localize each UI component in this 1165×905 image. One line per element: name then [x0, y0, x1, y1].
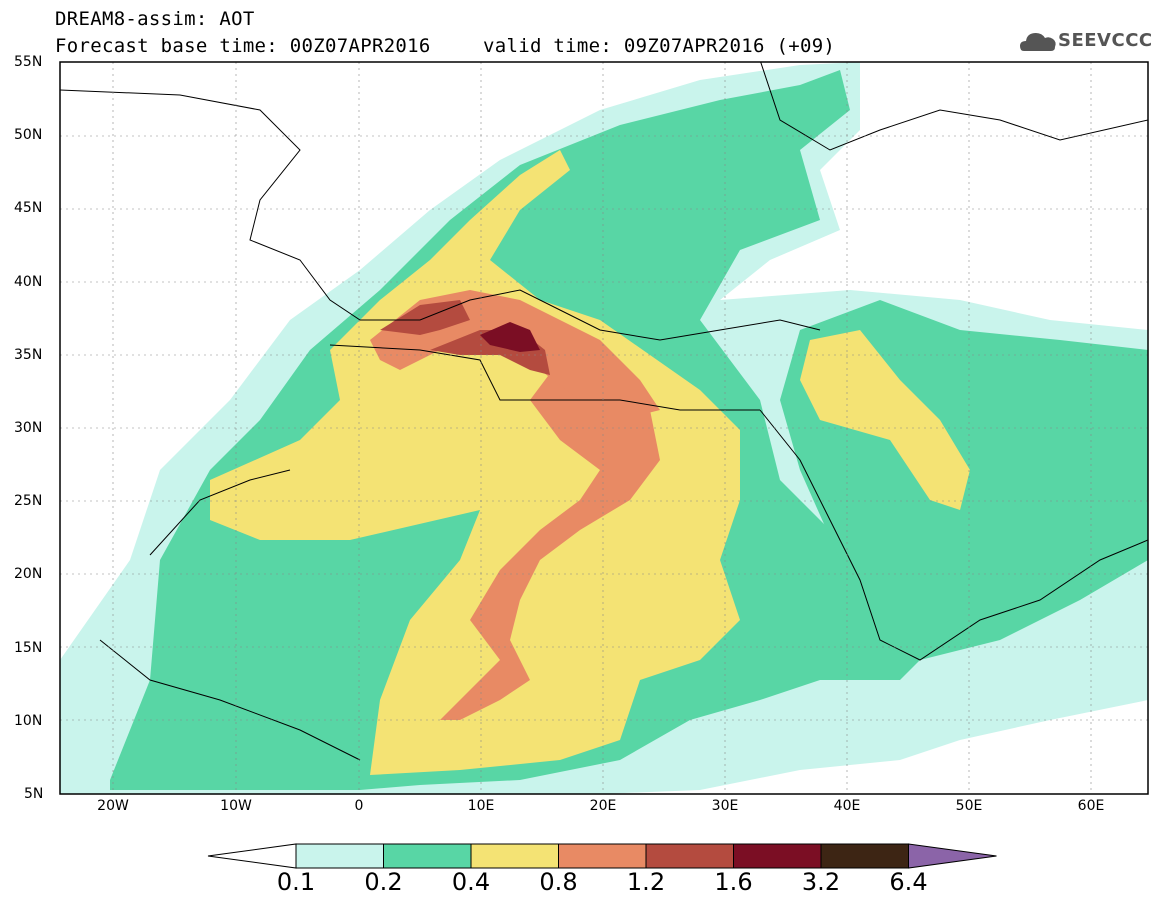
colorbar-label: 6.4: [889, 868, 928, 896]
colorbar: [207, 843, 997, 869]
lon-tick-label: 10E: [467, 798, 495, 814]
lat-tick-label: 10N: [14, 712, 43, 729]
colorbar-label: 1.2: [626, 868, 666, 896]
lon-tick-label: 20E: [589, 798, 617, 814]
lat-tick-label: 45N: [14, 200, 43, 217]
aot-0.8-region: [440, 360, 660, 720]
aot-0.4-region: [210, 150, 740, 775]
plot-title: DREAM8-assim: AOT: [55, 8, 255, 30]
lon-tick-label: 10W: [220, 798, 252, 814]
colorbar-segment: [470, 843, 559, 869]
colorbar-under-triangle: [207, 843, 297, 869]
colorbar-label: 3.2: [801, 868, 841, 896]
colorbar-label: 0.4: [451, 868, 491, 896]
colorbar-label: 1.6: [714, 868, 753, 896]
lon-tick-label: 20W: [97, 798, 129, 814]
lon-tick-label: 30E: [711, 798, 739, 814]
lat-tick-label: 30N: [14, 420, 43, 436]
lat-tick-label: 40N: [14, 273, 43, 290]
cloud-icon: [1020, 33, 1056, 51]
colorbar-segment: [383, 843, 472, 869]
logo-text: SEEVCCC: [1058, 30, 1153, 51]
aot-1.6-region: [480, 322, 540, 352]
lat-tick-label: 20N: [14, 566, 43, 583]
colorbar-segment: [295, 843, 384, 869]
lon-tick-label: 40E: [833, 798, 861, 814]
colorbar-label: 0.8: [539, 868, 578, 896]
colorbar-segment: [645, 843, 734, 869]
lat-tick-label: 5N: [24, 786, 44, 802]
lat-tick-label: 55N: [14, 54, 43, 70]
colorbar-label: 0.1: [276, 868, 316, 896]
forecast-base-time: Forecast base time: 00Z07APR2016: [55, 35, 431, 57]
colorbar-segment: [558, 843, 647, 869]
valid-time: valid time: 09Z07APR2016 (+09): [483, 35, 836, 57]
lon-tick-label: 60E: [1077, 798, 1105, 814]
colorbar-over-triangle: [908, 843, 997, 869]
colorbar-segment: [820, 843, 909, 869]
lat-tick-label: 25N: [14, 493, 43, 510]
lon-tick-label: 0: [354, 798, 364, 814]
lat-tick-label: 35N: [14, 346, 43, 363]
lat-tick-label: 50N: [14, 127, 43, 144]
colorbar-label: 0.2: [364, 868, 403, 896]
lat-tick-label: 15N: [14, 639, 43, 656]
lon-tick-label: 50E: [955, 798, 983, 814]
colorbar-segment: [733, 843, 822, 869]
